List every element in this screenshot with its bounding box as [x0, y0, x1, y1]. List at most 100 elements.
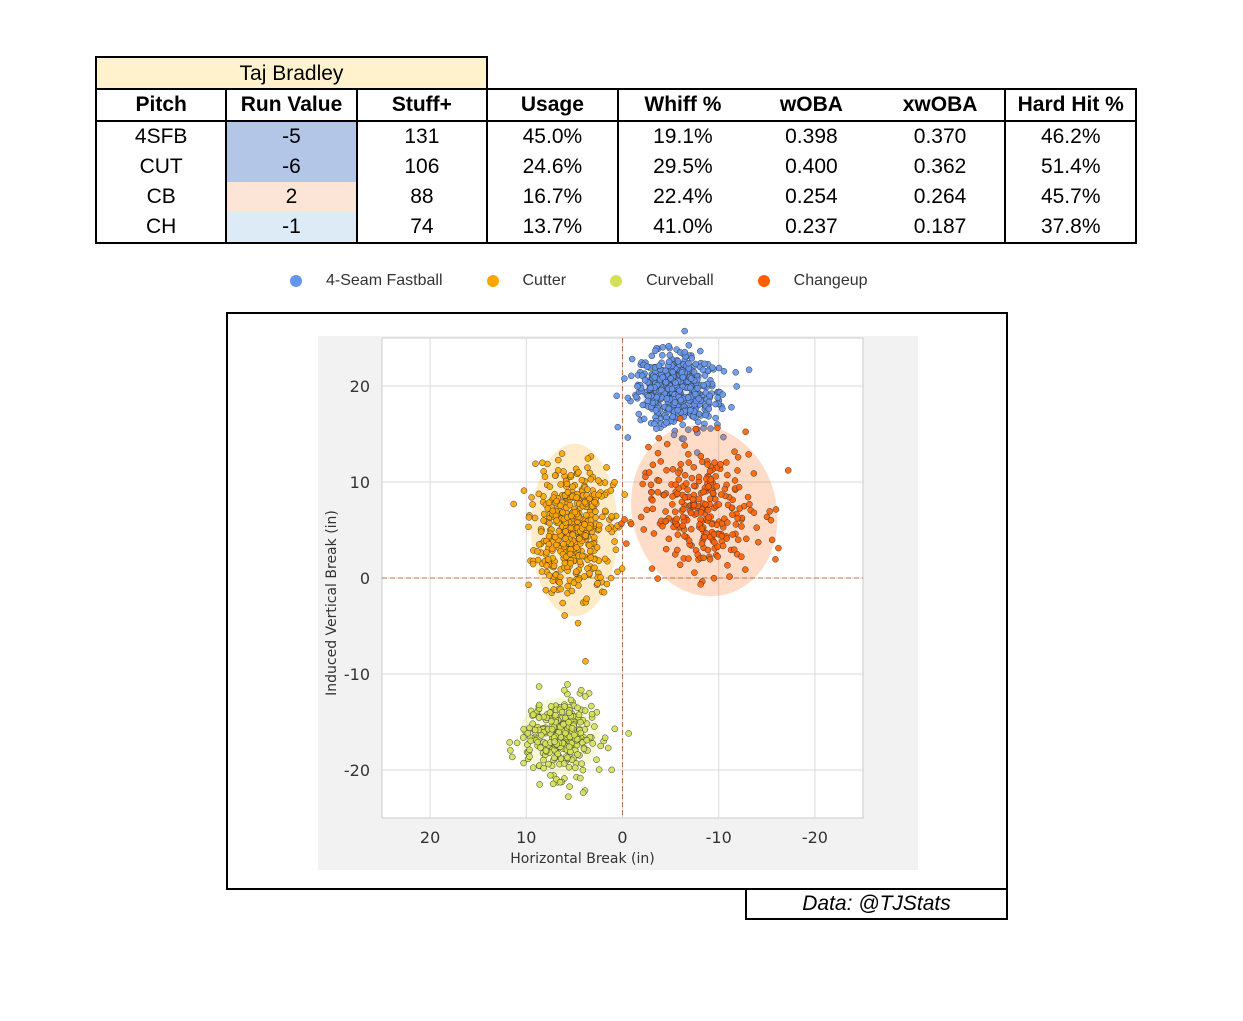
data-point: [648, 488, 655, 496]
data-point: [535, 490, 543, 498]
data-point: [718, 532, 726, 540]
data-point: [591, 534, 598, 541]
data-point: [681, 471, 689, 479]
data-point: [585, 524, 593, 532]
data-point: [584, 486, 591, 493]
data-point: [697, 581, 704, 588]
data-point: [614, 568, 621, 576]
data-point: [694, 418, 702, 426]
data-point: [709, 364, 716, 371]
data-point: [562, 729, 569, 737]
data-point: [735, 483, 743, 491]
data-point: [574, 751, 581, 758]
data-point: [546, 709, 554, 716]
data-point: [672, 379, 679, 387]
data-point: [611, 725, 619, 733]
data-point: [566, 501, 574, 509]
data-point: [724, 562, 731, 569]
data-point: [690, 368, 698, 376]
data-point: [710, 531, 718, 538]
data-point: [731, 448, 738, 455]
data-point: [659, 344, 667, 351]
data-point: [591, 498, 598, 506]
data-point: [654, 489, 662, 496]
data-point: [552, 711, 559, 719]
data-point: [723, 459, 730, 466]
data-point: [613, 392, 620, 400]
data-point: [561, 686, 568, 694]
data-point: [681, 532, 688, 540]
data-point: [700, 382, 707, 389]
data-point: [507, 747, 514, 754]
data-point: [601, 507, 609, 515]
series-changeup: [618, 415, 792, 597]
data-point: [705, 514, 712, 521]
data-point: [666, 351, 674, 359]
data-point: [702, 411, 709, 419]
data-point: [546, 519, 553, 527]
data-point: [592, 508, 599, 515]
data-point: [768, 536, 776, 544]
data-point: [724, 471, 731, 479]
data-point: [543, 549, 550, 556]
data-point: [597, 574, 604, 581]
data-point: [575, 576, 582, 584]
data-point: [547, 772, 554, 779]
data-point: [652, 347, 659, 355]
data-point: [540, 468, 547, 475]
data-point: [745, 366, 753, 374]
data-point: [719, 542, 727, 550]
data-point: [732, 521, 740, 528]
data-point: [551, 738, 558, 745]
y-axis-label: Induced Vertical Break (in): [324, 510, 340, 696]
data-point: [565, 709, 573, 717]
data-point: [594, 580, 601, 587]
data-point: [573, 544, 580, 551]
data-point: [685, 426, 692, 433]
data-point: [662, 378, 670, 386]
data-point: [717, 491, 725, 498]
data-point: [554, 467, 562, 474]
data-point: [558, 450, 566, 457]
data-point: [711, 539, 718, 546]
data-point: [692, 360, 699, 368]
data-point: [611, 478, 618, 486]
data-point: [695, 495, 703, 503]
data-point: [604, 744, 612, 752]
data-point: [581, 521, 588, 528]
data-point: [688, 525, 695, 533]
data-point: [545, 760, 552, 768]
data-point: [524, 730, 532, 737]
data-point: [736, 505, 743, 512]
data-point: [541, 473, 549, 480]
data-point: [719, 405, 726, 413]
data-point: [711, 495, 719, 503]
data-point: [625, 730, 632, 737]
data-point: [542, 747, 550, 754]
data-point: [581, 693, 589, 700]
data-point: [587, 554, 595, 561]
data-point: [561, 612, 568, 619]
data-point: [575, 469, 582, 476]
data-point: [556, 778, 564, 786]
header-xwoba: xwOBA: [875, 88, 1006, 122]
data-point: [550, 586, 557, 593]
data-point: [564, 754, 571, 761]
data-point: [641, 376, 649, 384]
data-point: [775, 544, 782, 552]
data-point: [584, 464, 591, 471]
data-point: [582, 532, 589, 539]
data-point: [732, 369, 739, 376]
data-point: [624, 394, 632, 402]
data-point: [653, 393, 660, 401]
data-point: [674, 531, 682, 538]
data-point: [665, 535, 673, 543]
data-point: [733, 383, 740, 390]
data-point: [721, 485, 729, 493]
series-4-seam-fastball: [613, 327, 753, 456]
data-point: [719, 391, 726, 398]
data-point: [720, 368, 728, 375]
data-point: [601, 734, 609, 742]
data-point: [567, 471, 575, 479]
table-cell-hardhit: 51.4%: [1004, 152, 1137, 182]
